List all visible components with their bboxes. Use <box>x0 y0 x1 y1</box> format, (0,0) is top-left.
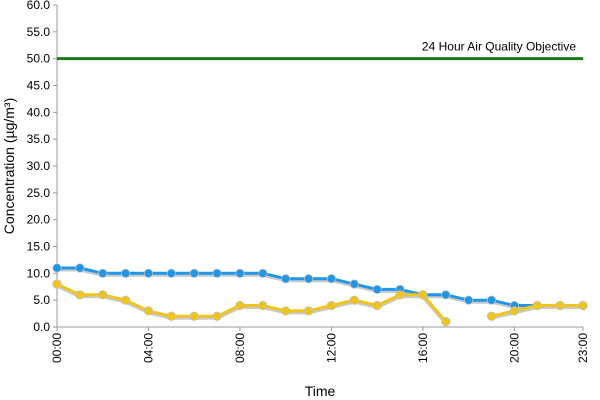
data-point <box>372 300 382 311</box>
data-point <box>235 300 245 311</box>
x-axis-ticks: 00:00 04:00 08:00 12:00 16:00 20:00 23:00 <box>50 327 590 363</box>
data-point <box>372 284 382 295</box>
data-point <box>166 268 176 278</box>
data-point <box>509 306 519 316</box>
series-line-shadow <box>57 267 583 309</box>
x-tick-label: 08:00 <box>233 333 247 363</box>
data-point <box>98 290 108 300</box>
y-tick-label: 25.0 <box>27 186 51 200</box>
data-point <box>326 300 337 311</box>
data-point <box>166 311 176 321</box>
data-point <box>52 263 62 273</box>
y-tick-label: 0.0 <box>33 320 50 334</box>
data-point <box>98 268 108 278</box>
y-tick-label: 10.0 <box>27 266 51 280</box>
data-point <box>418 290 428 300</box>
x-tick-label: 12:00 <box>324 333 338 363</box>
y-tick-label: 15.0 <box>27 240 51 254</box>
data-point <box>281 306 291 316</box>
series-group <box>52 263 588 327</box>
data-point <box>303 306 314 316</box>
data-point <box>464 295 474 305</box>
data-point <box>326 274 337 284</box>
y-tick-label: 60.0 <box>27 0 51 12</box>
data-point <box>303 274 314 284</box>
data-point <box>235 268 245 278</box>
x-tick-label: 04:00 <box>141 333 155 363</box>
y-tick-label: 40.0 <box>27 105 51 119</box>
y-tick-label: 20.0 <box>27 213 51 227</box>
data-point <box>441 317 451 327</box>
x-tick-label: 23:00 <box>576 333 590 363</box>
y-axis-ticks: 0.0 5.0 10.0 15.0 20.0 25.0 30.0 35.0 40.0 45.0 50… <box>27 0 57 334</box>
x-tick-label: 00:00 <box>50 333 64 363</box>
objective-label: 24 Hour Air Quality Objective <box>422 40 576 54</box>
data-point <box>121 268 131 278</box>
data-point <box>258 300 268 311</box>
data-point <box>212 268 222 278</box>
x-axis-title: Time <box>305 383 336 399</box>
y-tick-label: 50.0 <box>27 52 51 66</box>
y-tick-label: 35.0 <box>27 132 51 146</box>
x-tick-label: 20:00 <box>507 333 521 363</box>
data-point <box>143 268 154 278</box>
data-point <box>555 300 565 311</box>
data-point <box>486 311 497 321</box>
data-point <box>189 268 199 278</box>
data-point <box>441 290 451 300</box>
data-point <box>189 311 199 321</box>
y-axis-title: Concentration (µg/m³) <box>1 98 17 234</box>
data-point <box>532 300 542 311</box>
data-point <box>349 295 359 305</box>
data-point <box>349 279 359 289</box>
data-point <box>258 268 268 278</box>
data-point <box>75 290 85 300</box>
objective-line-group: 24 Hour Air Quality Objective <box>57 40 583 61</box>
data-point <box>212 311 222 321</box>
y-tick-label: 30.0 <box>27 159 51 173</box>
series-line <box>57 266 583 307</box>
x-tick-label: 16:00 <box>416 333 430 363</box>
data-point <box>121 295 131 305</box>
y-tick-label: 55.0 <box>27 25 51 39</box>
data-point <box>143 306 154 316</box>
data-point <box>281 274 291 284</box>
data-point <box>578 300 588 311</box>
y-tick-label: 5.0 <box>33 293 50 307</box>
y-tick-label: 45.0 <box>27 79 51 93</box>
data-point <box>52 279 62 289</box>
data-point <box>486 295 497 305</box>
data-point <box>395 290 405 300</box>
data-point <box>75 263 85 273</box>
series-2 <box>52 279 588 327</box>
